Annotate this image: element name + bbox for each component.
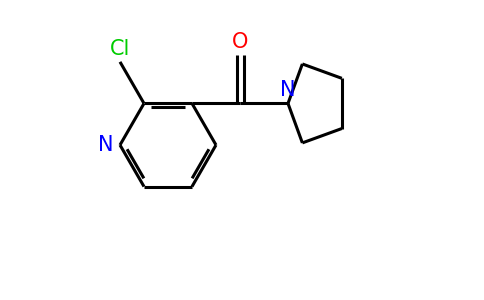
Text: O: O (232, 32, 248, 52)
Text: N: N (98, 135, 114, 155)
Text: N: N (280, 80, 296, 100)
Text: Cl: Cl (110, 39, 130, 59)
